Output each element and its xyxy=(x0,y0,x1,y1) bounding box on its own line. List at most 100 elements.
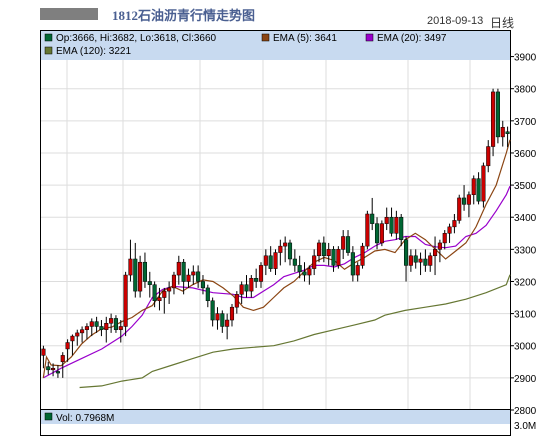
candle-up xyxy=(51,367,56,371)
candle-up xyxy=(360,245,365,266)
y-axis: 2800 2900 3000 3100 3200 3300 3400 3500 3600 3700… xyxy=(510,53,537,417)
candle-up xyxy=(167,287,172,292)
legend-panel: Op:3666, Hi:3682, Lo:3618, Cl:3660 EMA (… xyxy=(41,31,510,60)
candle-down xyxy=(152,284,157,302)
candle-down xyxy=(399,216,404,240)
candle-down xyxy=(99,326,104,330)
candle-down xyxy=(210,300,215,321)
date-label: 2018-09-13 xyxy=(427,15,484,27)
candle-down xyxy=(345,236,351,253)
candle-up xyxy=(109,318,114,324)
candle-up xyxy=(481,165,486,202)
candle-down xyxy=(133,258,138,292)
candle-down xyxy=(505,131,510,134)
candle-up xyxy=(258,265,264,282)
candle-up xyxy=(491,91,496,147)
candle-up xyxy=(428,255,433,266)
candle-up xyxy=(234,294,239,308)
candle-down xyxy=(200,281,206,289)
candle-up xyxy=(307,268,312,276)
candle-up xyxy=(138,261,143,292)
candle-down xyxy=(220,313,225,327)
candle-up xyxy=(486,146,491,167)
candle-up xyxy=(84,326,89,330)
candle-up xyxy=(442,233,447,244)
candle-down xyxy=(113,318,118,330)
candle-up xyxy=(249,278,254,292)
candle-up xyxy=(418,258,423,263)
candle-up xyxy=(186,274,191,282)
candle-down xyxy=(94,321,99,327)
y-tick-label: 3700 xyxy=(514,117,537,128)
candle-up xyxy=(229,306,235,321)
candle-down xyxy=(142,261,148,282)
candle-up xyxy=(500,127,505,138)
candle-up xyxy=(80,329,85,334)
candle-down xyxy=(205,287,210,302)
candle-down xyxy=(297,265,302,273)
candle-down xyxy=(181,261,186,282)
volume-axis-label: 3.0M xyxy=(514,421,536,432)
candle-down xyxy=(476,178,481,202)
candle-up xyxy=(273,252,278,269)
legend-ema120: EMA (120): 3221 xyxy=(56,46,131,57)
grid xyxy=(41,56,510,409)
candle-down xyxy=(46,366,51,371)
y-tick-label: 3200 xyxy=(514,277,537,288)
y-tick-label: 2800 xyxy=(514,406,537,417)
candle-up xyxy=(355,265,360,276)
y-tick-label: 3100 xyxy=(514,310,537,321)
legend-ema5: EMA (5): 3641 xyxy=(273,33,337,44)
candle-up xyxy=(128,258,133,276)
candle-up xyxy=(176,261,181,276)
candle-down xyxy=(374,223,380,244)
candle-up xyxy=(433,249,438,257)
y-tick-label: 3400 xyxy=(514,213,537,224)
y-tick-label: 3900 xyxy=(514,53,537,64)
chart-frame xyxy=(40,30,511,436)
candle-up xyxy=(278,245,283,253)
candle-up xyxy=(341,236,346,250)
candle-up xyxy=(408,255,413,266)
candle-up xyxy=(457,197,462,221)
candle-up xyxy=(89,321,94,327)
candle-down xyxy=(321,242,326,257)
y-tick-label: 3800 xyxy=(514,85,537,96)
candle-down xyxy=(331,249,336,266)
candle-up xyxy=(384,216,389,224)
candle-up xyxy=(239,284,244,295)
candle-up xyxy=(65,342,70,350)
legend-background xyxy=(41,31,510,60)
candle-up xyxy=(171,274,177,289)
candle-down xyxy=(292,258,297,266)
candle-up xyxy=(471,178,476,195)
volume-label: Vol: 0.7968M xyxy=(56,413,114,424)
candle-down xyxy=(462,197,467,205)
candle-up xyxy=(123,274,128,327)
candle-down xyxy=(413,255,418,263)
candle-up xyxy=(316,242,322,257)
candle-up xyxy=(437,242,442,250)
candles xyxy=(41,88,510,378)
candle-up xyxy=(379,223,384,244)
candle-down xyxy=(147,281,152,285)
candle-up xyxy=(452,220,457,228)
ohlc-swatch xyxy=(44,33,53,42)
ema120-line xyxy=(79,274,511,389)
period-label: 日线 xyxy=(490,16,515,30)
candle-down xyxy=(423,258,428,266)
candle-down xyxy=(268,255,273,269)
y-tick-label: 3300 xyxy=(514,245,537,256)
candle-up xyxy=(191,271,196,276)
candle-down xyxy=(55,371,60,374)
chart-title: 1812石油沥青行情走势图 xyxy=(112,8,256,23)
candle-up xyxy=(70,335,75,342)
y-tick-label: 2900 xyxy=(514,374,537,385)
candle-up xyxy=(75,332,80,337)
candle-up xyxy=(263,255,268,266)
candle-down xyxy=(254,278,259,282)
candle-up xyxy=(326,249,331,257)
candle-up xyxy=(394,216,399,234)
candle-down xyxy=(196,271,201,282)
